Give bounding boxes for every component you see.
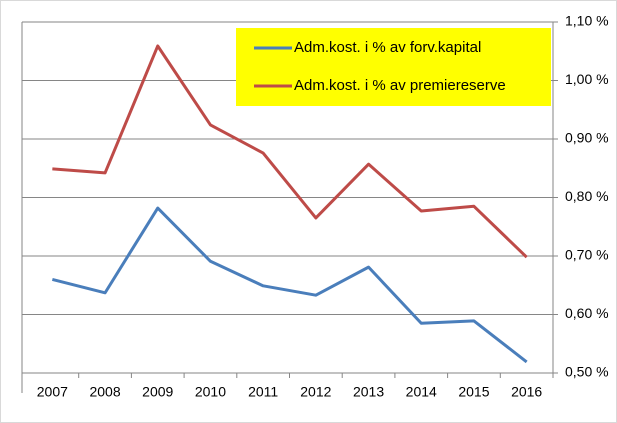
data-line (51, 206, 528, 364)
x-tick-label: 2011 (248, 384, 278, 400)
x-tick-label: 2016 (511, 384, 542, 400)
y-tick-label: 1,00 % (565, 71, 609, 87)
x-tick-label: 2008 (89, 384, 120, 400)
y-tick-label: 0,90 % (565, 130, 609, 146)
legend-label: Adm.kost. i % av forv.kapital (294, 39, 481, 56)
x-tick-label: 2009 (142, 384, 173, 400)
y-tick-label: 0,80 % (565, 188, 609, 204)
x-tick-label: 2012 (300, 384, 331, 400)
y-tick-label: 0,60 % (565, 305, 609, 321)
x-tick-label: 2007 (37, 384, 68, 400)
data-line (52, 44, 528, 259)
y-tick-label: 0,70 % (565, 247, 609, 263)
y-tick-label: 1,10 % (565, 13, 609, 29)
y-tick-label: 0,50 % (565, 364, 609, 380)
x-tick-label: 2013 (353, 384, 384, 400)
legend-box (236, 28, 551, 106)
x-tick-label: 2010 (195, 384, 226, 400)
legend-label: Adm.kost. i % av premiereserve (294, 77, 506, 94)
x-tick-label: 2015 (458, 384, 489, 400)
x-tick-label: 2014 (406, 384, 437, 400)
